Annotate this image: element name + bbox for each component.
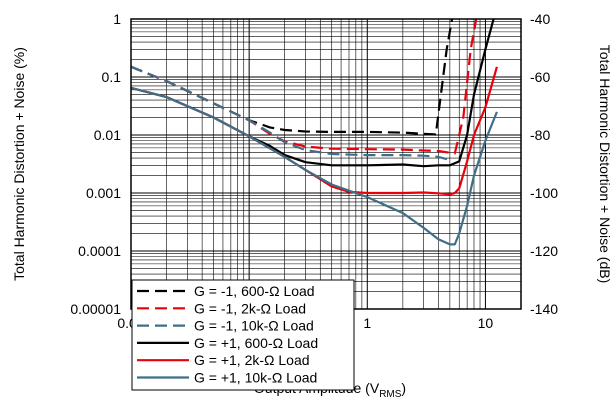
x-tick-label: 10: [478, 315, 494, 331]
y-right-tick-labels: -40 -60 -80 -100 -120 -140: [530, 11, 558, 317]
y-left-tick-label: 0.1: [102, 69, 122, 85]
y-right-tick-label: -40: [530, 11, 550, 27]
y-left-tick-label: 0.01: [94, 127, 121, 143]
y-right-axis-label: Total Harmonic Distortion + Noise (dB): [597, 45, 613, 283]
series-line-1: [131, 19, 454, 136]
series-line-3: [131, 65, 451, 162]
legend-label: G = -1, 10k-Ω Load: [194, 318, 314, 334]
grid: [130, 19, 522, 310]
legend-label: G = -1, 2k-Ω Load: [194, 300, 306, 316]
y-left-tick-label: 0.0001: [78, 243, 121, 259]
x-axis-label-tail: ): [401, 380, 406, 396]
legend-label: G = -1, 600-Ω Load: [194, 283, 315, 299]
y-left-tick-label: 0.00001: [70, 301, 121, 317]
y-left-tick-label: 0.001: [86, 185, 121, 201]
x-tick-label: 1: [363, 315, 371, 331]
y-left-tick-labels: 1 0.1 0.01 0.001 0.0001 0.00001: [70, 11, 121, 317]
legend-box: [131, 279, 355, 391]
y-left-tick-label: 1: [113, 11, 121, 27]
x-axis-label-sub: RMS: [379, 389, 402, 400]
y-right-tick-label: -100: [530, 185, 558, 201]
legend-label: G = +1, 10k-Ω Load: [194, 370, 317, 386]
series-group: [131, 19, 498, 246]
series-line-6: [131, 86, 498, 246]
y-right-tick-label: -60: [530, 69, 550, 85]
y-right-tick-label: -120: [530, 243, 558, 259]
y-right-tick-label: -140: [530, 301, 558, 317]
y-left-axis-label: Total Harmonic Distortion + Noise (%): [11, 47, 27, 281]
legend-label: G = +1, 2k-Ω Load: [194, 352, 310, 368]
legend-label: G = +1, 600-Ω Load: [194, 335, 318, 351]
y-right-tick-label: -80: [530, 127, 550, 143]
